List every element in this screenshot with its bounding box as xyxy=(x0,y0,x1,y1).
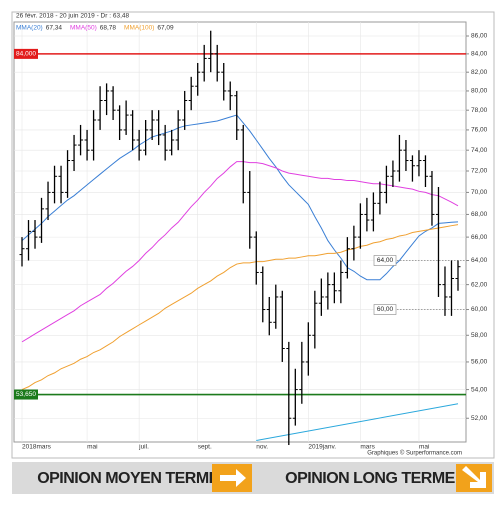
x-tick-label: mai xyxy=(87,444,97,451)
arrow-right xyxy=(220,469,246,487)
ma-line xyxy=(21,114,459,281)
y-tick-label: 66,00 xyxy=(471,234,488,241)
chart-subtitle: 26 févr. 2018 - 20 juin 2019 - Dr : 63,4… xyxy=(16,13,129,20)
y-tick-label: 60,00 xyxy=(471,306,488,313)
legend-value: 68,78 xyxy=(100,25,117,32)
legend-value: 67,34 xyxy=(46,25,63,32)
ma-line xyxy=(21,161,459,343)
y-tick-label: 76,00 xyxy=(471,127,488,134)
level-label-box xyxy=(373,255,397,266)
y-tick-label: 56,00 xyxy=(471,359,488,366)
plot-area xyxy=(13,21,467,443)
level-label: 84,000 xyxy=(16,51,36,58)
x-tick-label: 2019janv. xyxy=(308,444,336,451)
level-label: 53,650 xyxy=(16,391,36,398)
y-tick-label: 62,00 xyxy=(471,281,488,288)
credit: Graphiques © Surperformance.com xyxy=(367,450,462,457)
banner-left: OPINION MOYEN TERME xyxy=(37,470,219,487)
y-tick-label: 78,00 xyxy=(471,107,488,114)
y-tick-label: 70,00 xyxy=(471,189,488,196)
banner xyxy=(12,462,494,494)
legend-name: MMA(100) xyxy=(124,25,154,32)
level-label-box xyxy=(14,389,38,400)
y-tick-label: 64,00 xyxy=(471,257,488,264)
trendline xyxy=(256,403,459,441)
y-tick-label: 54,00 xyxy=(471,386,488,393)
y-tick-label: 80,00 xyxy=(471,88,488,95)
x-tick-label: juil. xyxy=(138,444,149,451)
y-tick-label: 58,00 xyxy=(471,332,488,339)
x-tick-label: sept. xyxy=(198,444,212,451)
banner-right: OPINION LONG TERME xyxy=(285,470,456,487)
level-label: 64,00 xyxy=(377,257,394,264)
y-tick-label: 68,00 xyxy=(471,211,488,218)
ma-line xyxy=(21,224,459,391)
legend-name: MMA(50) xyxy=(70,25,97,32)
y-tick-label: 52,00 xyxy=(471,415,488,422)
y-tick-label: 86,00 xyxy=(471,33,488,40)
legend-name: MMA(20) xyxy=(16,25,43,32)
legend-value: 67,09 xyxy=(157,25,174,32)
level-label: 60,00 xyxy=(377,306,394,313)
x-tick-label: nov. xyxy=(256,444,268,451)
y-tick-label: 84,00 xyxy=(471,51,488,58)
arrow-down-right xyxy=(462,466,486,488)
y-tick-label: 74,00 xyxy=(471,147,488,154)
level-label-box xyxy=(373,304,397,315)
y-tick-label: 82,00 xyxy=(471,69,488,76)
y-tick-label: 72,00 xyxy=(471,168,488,175)
level-label-box xyxy=(14,48,38,59)
x-tick-label: mars xyxy=(360,444,375,451)
x-tick-label: mai xyxy=(419,444,429,451)
x-tick-label: 2018mars xyxy=(22,444,52,451)
